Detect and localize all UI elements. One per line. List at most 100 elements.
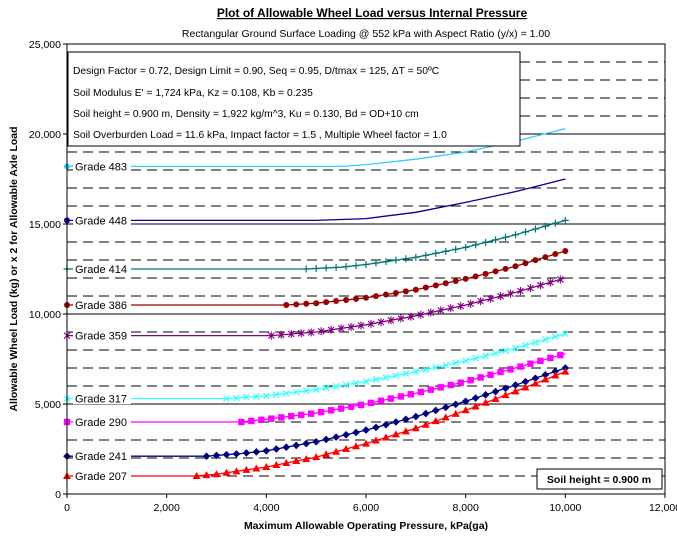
series-label-bg [73, 212, 131, 226]
data-point [527, 360, 534, 367]
data-point [282, 459, 291, 467]
data-point [332, 447, 341, 455]
data-point [327, 325, 335, 334]
series-line [67, 219, 566, 270]
data-point [547, 354, 554, 362]
data-point [357, 401, 365, 409]
data-point [362, 378, 370, 385]
x-tick-label: 8,000 [453, 502, 479, 514]
callout-frame [536, 468, 663, 490]
data-point [527, 284, 534, 293]
data-point [412, 368, 420, 376]
data-point [238, 418, 245, 426]
data-point [551, 371, 560, 379]
data-point [391, 430, 400, 438]
y-tick-label: 10,000 [29, 309, 61, 321]
data-point [252, 464, 261, 472]
data-point [352, 379, 360, 387]
data-point [402, 370, 410, 378]
data-point [442, 247, 450, 255]
data-point [372, 376, 380, 383]
data-point [258, 416, 265, 424]
data-point [382, 258, 390, 266]
data-point [303, 300, 310, 307]
data-point [342, 445, 351, 452]
data-point [541, 375, 550, 383]
x-tick-label: 12,000 [649, 502, 677, 514]
data-point [467, 376, 474, 384]
data-point [472, 241, 480, 249]
data-point [272, 391, 280, 399]
data-point [352, 442, 361, 450]
data-point [521, 377, 530, 386]
data-point [452, 278, 459, 285]
chart-subtitle: Rectangular Ground Surface Loading @ 552… [182, 28, 550, 40]
data-point [461, 397, 470, 406]
data-point [362, 439, 370, 447]
data-point [262, 463, 271, 470]
data-point [421, 420, 430, 428]
data-point [272, 461, 281, 469]
data-point [422, 409, 430, 418]
data-point [507, 366, 514, 373]
x-axis-label: Maximum Allowable Operating Pressure, kP… [244, 520, 488, 532]
data-point [541, 371, 550, 379]
y-tick-label: 0 [55, 489, 61, 501]
data-point [222, 468, 231, 476]
data-point [298, 411, 305, 419]
data-point [462, 243, 470, 251]
data-point [342, 381, 350, 389]
data-point [232, 467, 241, 475]
data-point [417, 388, 425, 396]
data-point [267, 331, 275, 340]
data-point [461, 406, 470, 414]
data-point [467, 299, 475, 308]
data-point [492, 268, 499, 275]
data-point [451, 409, 460, 417]
data-point [462, 275, 469, 282]
data-point [353, 295, 360, 302]
data-point [382, 374, 390, 381]
data-point [397, 393, 405, 400]
data-point [432, 249, 440, 257]
x-tick-label: 0 [64, 502, 70, 514]
data-point [481, 391, 490, 399]
x-tick-label: 4,000 [253, 502, 279, 514]
data-point [481, 398, 490, 406]
series-line [67, 370, 566, 477]
data-point [313, 300, 320, 307]
data-point [407, 391, 415, 398]
data-point [522, 341, 529, 349]
data-point [507, 289, 514, 298]
data-point [317, 408, 325, 416]
data-point [232, 450, 241, 458]
series-grade-414: Grade 414 [63, 216, 569, 276]
data-point [531, 379, 540, 387]
data-point [242, 449, 251, 457]
data-point [302, 439, 310, 448]
data-point [282, 389, 290, 397]
series-grade-317: Grade 317 [63, 330, 569, 406]
soil-height-callout: Soil height = 0.900 m [536, 468, 663, 490]
data-point [491, 394, 500, 402]
data-point [431, 406, 440, 415]
data-point [447, 304, 455, 313]
data-point [512, 231, 519, 239]
series-grade-359: Grade 359 [63, 275, 566, 343]
chart-title: Plot of Allowable Wheel Load versus Inte… [217, 6, 528, 20]
data-point [402, 255, 410, 263]
data-point [332, 263, 340, 271]
note-line-4: Soil Overburden Load = 11.6 kPa, Impact … [73, 130, 447, 141]
data-point [472, 354, 480, 362]
data-point [357, 321, 365, 330]
data-point [292, 457, 301, 465]
data-point [242, 465, 251, 473]
series-label-bg [73, 391, 131, 405]
data-point [487, 294, 494, 303]
data-point [561, 367, 570, 375]
data-point [482, 238, 490, 246]
data-point [252, 448, 261, 456]
data-point [333, 298, 340, 305]
series-grade-290: Grade 290 [63, 351, 566, 429]
